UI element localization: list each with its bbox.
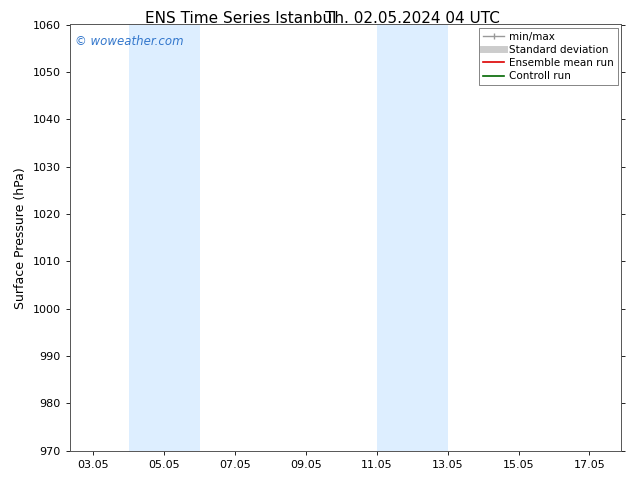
Bar [129, 24, 200, 451]
Text: © woweather.com: © woweather.com [75, 35, 184, 48]
Text: ENS Time Series Istanbul: ENS Time Series Istanbul [145, 11, 337, 26]
Bar [377, 24, 448, 451]
Y-axis label: Surface Pressure (hPa): Surface Pressure (hPa) [14, 167, 27, 309]
Legend: min/max, Standard deviation, Ensemble mean run, Controll run: min/max, Standard deviation, Ensemble me… [479, 27, 618, 85]
Text: Th. 02.05.2024 04 UTC: Th. 02.05.2024 04 UTC [325, 11, 500, 26]
